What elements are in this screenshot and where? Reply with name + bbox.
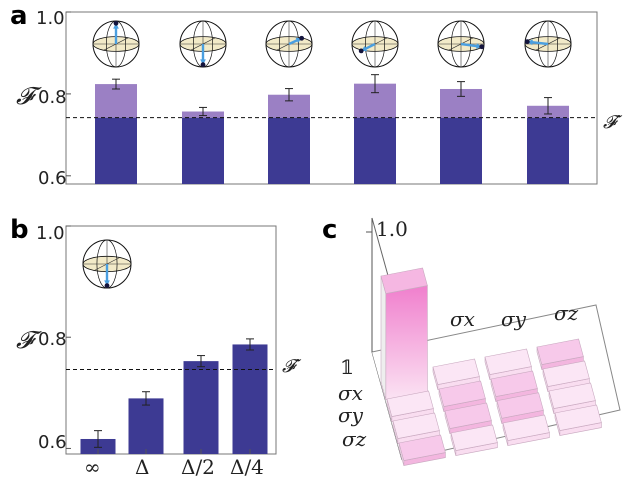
panel-a-bar-excess-1 [95,84,137,118]
panel-c-col-label-sx: σx [450,307,475,331]
panel-a-bar-base-4 [354,117,396,184]
panel-a-bloch-sphere-6-arrow-head [527,39,533,46]
panel-b-threshold-label: 𝓕′ [282,356,302,377]
panel-c-bar-r1-c2-top [432,358,480,385]
panel-c-col-label-sz: σz [554,301,579,325]
panel-b-bar-2 [128,398,164,454]
panel-a-bars [66,11,569,184]
panel-c-label: c [322,215,337,245]
panel-a-bloch-sphere-1-state-point [113,20,119,26]
panel-a-bloch-sphere-2-arrow-head [200,59,206,65]
panel-c-bar-r4-c3 [502,414,550,446]
panel-c-zmax-label: 1.0 [376,217,408,241]
panel-c-bar-r3-c3 [496,392,544,424]
panel-a-bar-excess-3 [268,94,310,118]
panel-b-ytick-label-1: 1.0 [36,223,65,244]
panel-a-bloch-sphere-3-state-point [299,35,305,41]
panel-c-bar-r1-c3 [484,348,532,380]
panel-a-bar-base-1 [95,117,137,184]
panel-c-bar-r3-c4-top [548,382,596,409]
panel-a-threshold-label: 𝓕′ [603,112,623,133]
panel-b-bar-3 [183,361,219,454]
panel-c-bar-r2-c2 [438,380,486,412]
panel-c-bar-r3-c4 [548,382,596,414]
panel-c-row-label-id: 𝟙 [340,355,354,379]
panel-c-row-label-sx: σx [338,381,363,405]
panel-b-ytick-label-2: 0.8 [38,329,67,350]
panel-b-plot-frame [65,225,277,455]
panel-a-bar-base-6 [527,117,569,184]
panel-c-bar-r4-c1-top [398,434,446,461]
panel-b-bloch-sphere [82,239,132,289]
panel-a-bloch-sphere-5 [437,20,485,68]
panel-b-bloch-sphere-1-arrow-head [104,280,110,286]
panel-c-bar-r3-c3-top [496,392,544,419]
panel-a-bar-base-2 [182,117,224,184]
panel-c-bar-r1-c2 [432,358,480,390]
panel-c-bar-r2-c2-top [438,380,486,407]
panel-c-row-label-sy: σy [338,403,364,427]
panel-b-xtick-label-3: Δ/2 [181,455,215,478]
panel-c-bar-r1-c4 [536,338,584,370]
panel-b-xtick-label-2: Δ [135,455,149,478]
panel-c-bar-r1-c1-top [380,267,428,294]
panel-c: c 1.0 σx σy σz 𝟙 σx σy σz [322,215,621,466]
panel-c-bars3d [380,267,602,466]
panel-a-bar-base-5 [440,117,482,184]
panel-a-bloch-sphere-6 [524,20,572,68]
panel-a-ytick-label-1: 1.0 [36,8,65,29]
panel-c-bar-r3-c1-top [392,412,440,439]
panel-c-bar-r4-c2 [450,424,498,456]
panel-c-bar-r2-c1 [386,390,434,422]
panel-c-col-label-sy: σy [501,307,527,331]
panel-c-bar-r2-c1-top [386,390,434,417]
panel-b: b 𝓕 1.0 0.8 0.6 𝓕′ ∞ Δ Δ/2 Δ/4 [10,215,302,478]
panel-a-bloch-sphere-1 [92,20,140,68]
panel-a-bloch-sphere-2 [179,20,227,68]
panel-b-bloch-sphere-1-state-point [104,283,110,288]
panel-a-label: a [10,1,28,31]
panel-c-bar-r4-c4-top [554,404,602,431]
panel-c-bar-r2-c4-top [542,360,590,387]
panel-b-xtick-label-1: ∞ [84,455,101,478]
panel-c-row-label-sz: σz [342,427,367,451]
panel-b-bloch-sphere-1 [82,239,132,289]
panel-a-bloch-sphere-4-state-point [358,48,364,54]
panel-c-bar-r4-c3-top [502,414,550,441]
panel-c-bar-r1-c3-top [484,348,532,375]
panel-c-bar-r4-c1 [398,434,446,466]
panel-c-bar-r1-c1-side [380,275,387,400]
panel-b-label: b [10,215,29,245]
panel-c-bar-r1-c1-front [385,285,428,400]
panel-a-ytick-label-3: 0.6 [38,168,67,189]
panel-c-bar-r1-c1 [380,267,428,400]
panel-a-bloch-sphere-6-state-point [524,39,530,45]
panel-c-bar-r3-c2 [444,402,492,434]
panel-a-bar-base-3 [268,117,310,184]
panel-a-bloch-spheres [92,20,572,68]
panel-c-bar-r1-c4-top [536,338,584,365]
panel-c-bar-r2-c3-top [490,370,538,397]
panel-c-bar-r3-c2-top [444,402,492,429]
panel-b-bars [66,225,268,454]
panel-a-bloch-sphere-5-arrow-head [476,43,482,49]
panel-c-bar-r2-c3 [490,370,538,402]
panel-a-ytick-label-2: 0.8 [38,87,67,108]
panel-a-bloch-sphere-3 [265,20,313,68]
panel-c-bar-r4-c2-top [450,424,498,451]
panel-a-bloch-sphere-4 [351,20,399,68]
panel-a-bloch-sphere-2-state-point [200,62,206,68]
panel-a-plot-frame [65,11,598,185]
panel-b-ytick-label-3: 0.6 [38,432,67,453]
panel-b-bar-4 [232,344,268,454]
panel-c-bar-r4-c4 [554,404,602,436]
panel-a-bloch-sphere-5-state-point [479,44,485,50]
panel-a-bloch-sphere-1-arrow-head [113,23,119,29]
panel-a: a 𝓕 1.0 0.8 0.6 𝓕′ [10,1,623,189]
panel-b-xtick-label-4: Δ/4 [230,455,264,478]
